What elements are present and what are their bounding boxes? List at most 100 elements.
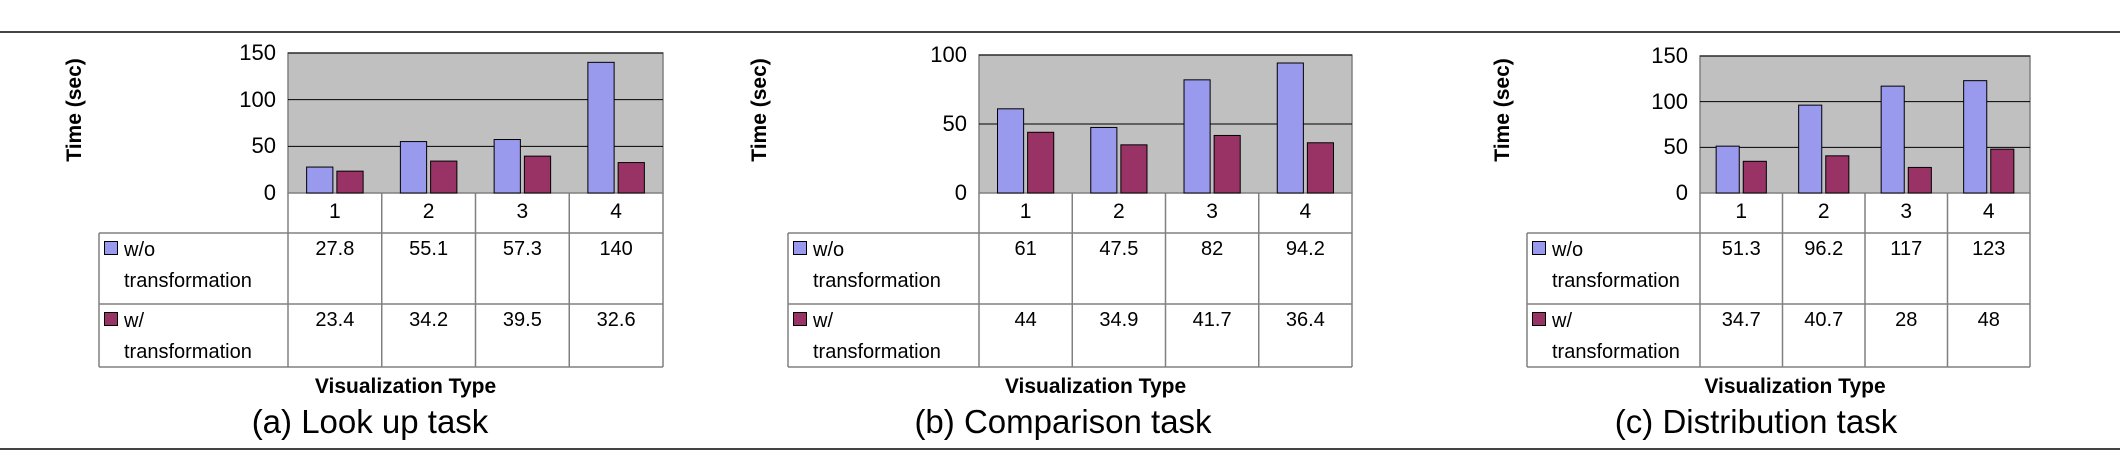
bottom-rule [0, 448, 2120, 450]
figure-caption: (b) Comparison task [914, 403, 1212, 440]
data-label-series1: 51.3 [1721, 238, 1761, 260]
bar-series2-cat1 [1742, 160, 1767, 194]
bar-series2-cat2 [1120, 144, 1148, 194]
y-tick-label: 0 [1675, 180, 1688, 205]
bar-series2-cat1 [336, 170, 364, 194]
legend-entry-series1: w/o transformation [104, 235, 252, 297]
data-label-series2: 36.4 [1285, 309, 1325, 331]
data-label-series1: 57.3 [502, 238, 542, 260]
top-rule [0, 31, 2120, 33]
x-category-label: 1 [1735, 200, 1748, 223]
legend-label-line2: transformation [1552, 341, 1680, 363]
legend-entry-series2: w/transformation [1532, 306, 1680, 368]
bar-series1-cat2 [399, 141, 428, 194]
bar-series2-cat4 [1990, 148, 2015, 194]
figure-caption: (c) Distribution task [1614, 403, 1898, 440]
x-category-label: 2 [1113, 200, 1125, 223]
legend-swatch [1532, 312, 1546, 326]
data-label-series2: 48 [1977, 309, 2000, 331]
bar-series2-cat3 [523, 155, 552, 194]
x-category-label: 3 [1900, 200, 1913, 223]
x-category-label: 4 [610, 200, 622, 223]
bar-series2-cat3 [1907, 166, 1932, 194]
data-label-series2: 34.2 [409, 309, 449, 331]
y-tick-label: 100 [239, 86, 276, 112]
data-label-series2: 34.9 [1099, 309, 1139, 331]
data-label-series2: 34.7 [1721, 309, 1761, 331]
figure-caption: (a) Look up task [251, 403, 489, 440]
data-label-series1: 140 [599, 238, 633, 260]
legend-label-line1: w/o [1552, 239, 1584, 261]
legend-entry-series2: w/transformation [104, 306, 252, 368]
bar-series1-cat1 [306, 166, 334, 194]
y-tick-label: 100 [930, 42, 967, 67]
data-label-series1: 123 [1972, 238, 2006, 260]
data-label-series1: 117 [1890, 238, 1923, 260]
legend-label-line1: w/o [124, 239, 156, 261]
x-axis-title: Visualization Type [314, 375, 497, 398]
legend-swatch [104, 312, 118, 326]
x-category-label: 1 [329, 200, 341, 223]
y-tick-label: 0 [954, 180, 967, 205]
y-tick-label: 100 [1651, 88, 1688, 114]
y-tick-label: 150 [1651, 43, 1688, 68]
y-tick-label: 50 [942, 111, 967, 136]
legend-label-line2: transformation [124, 270, 252, 292]
data-label-series2: 32.6 [596, 309, 636, 331]
x-category-label: 3 [1206, 200, 1218, 223]
x-category-label: 4 [1299, 200, 1312, 223]
legend-label-line2: transformation [813, 341, 941, 363]
bar-series1-cat3 [493, 139, 521, 194]
legend-entry-series1: w/o transformation [793, 235, 941, 297]
bar-series2-cat1 [1027, 131, 1055, 194]
bar-series1-cat1 [1715, 145, 1740, 194]
data-label-series2: 40.7 [1804, 309, 1844, 331]
data-label-series1: 61 [1014, 238, 1037, 260]
legend-label-line1: w/ [813, 310, 833, 332]
data-label-series1: 27.8 [315, 238, 355, 260]
x-category-label: 3 [516, 200, 529, 223]
legend-swatch [793, 312, 807, 326]
bar-series1-cat2 [1090, 126, 1118, 194]
data-label-series1: 82 [1201, 238, 1224, 260]
legend-entry-series1: w/o transformation [1532, 235, 1680, 297]
x-category-label: 1 [1019, 200, 1032, 223]
data-label-series2: 28 [1895, 309, 1918, 331]
legend-label-line2: transformation [1552, 270, 1680, 292]
data-label-series2: 41.7 [1192, 309, 1232, 331]
data-label-series2: 39.5 [502, 309, 542, 331]
y-tick-label: 150 [239, 40, 276, 65]
y-tick-label: 0 [263, 180, 276, 205]
data-label-series2: 23.4 [315, 309, 355, 331]
y-tick-label: 50 [251, 133, 276, 159]
bar-series1-cat2 [1798, 104, 1823, 194]
x-category-label: 2 [1817, 200, 1830, 223]
y-tick-label: 50 [1663, 134, 1688, 160]
x-category-label: 4 [1982, 200, 1995, 223]
legend-entry-series2: w/transformation [793, 306, 941, 368]
bar-series2-cat4 [1306, 142, 1334, 194]
data-label-series1: 94.2 [1285, 238, 1325, 260]
bar-series1-cat1 [997, 108, 1025, 194]
data-label-series1: 55.1 [409, 238, 449, 260]
legend-label-line1: w/ [124, 310, 144, 332]
y-axis-title: Time (sec) [1491, 58, 1514, 162]
legend-swatch [793, 241, 807, 255]
x-axis-title: Visualization Type [1704, 375, 1886, 398]
legend-label-line1: w/ [1552, 310, 1572, 332]
bar-series2-cat2 [1825, 155, 1850, 194]
legend-label-line1: w/o [813, 239, 845, 261]
data-label-series1: 47.5 [1099, 238, 1139, 260]
data-label-series1: 96.2 [1804, 238, 1844, 260]
bar-series1-cat4 [1276, 62, 1304, 194]
bar-series1-cat3 [1880, 85, 1905, 194]
bar-series2-cat3 [1213, 134, 1241, 194]
legend-label-line2: transformation [124, 341, 252, 363]
legend-swatch [1532, 241, 1546, 255]
x-category-label: 2 [422, 200, 435, 223]
bar-series2-cat2 [430, 160, 458, 194]
bar-series2-cat4 [617, 162, 645, 194]
